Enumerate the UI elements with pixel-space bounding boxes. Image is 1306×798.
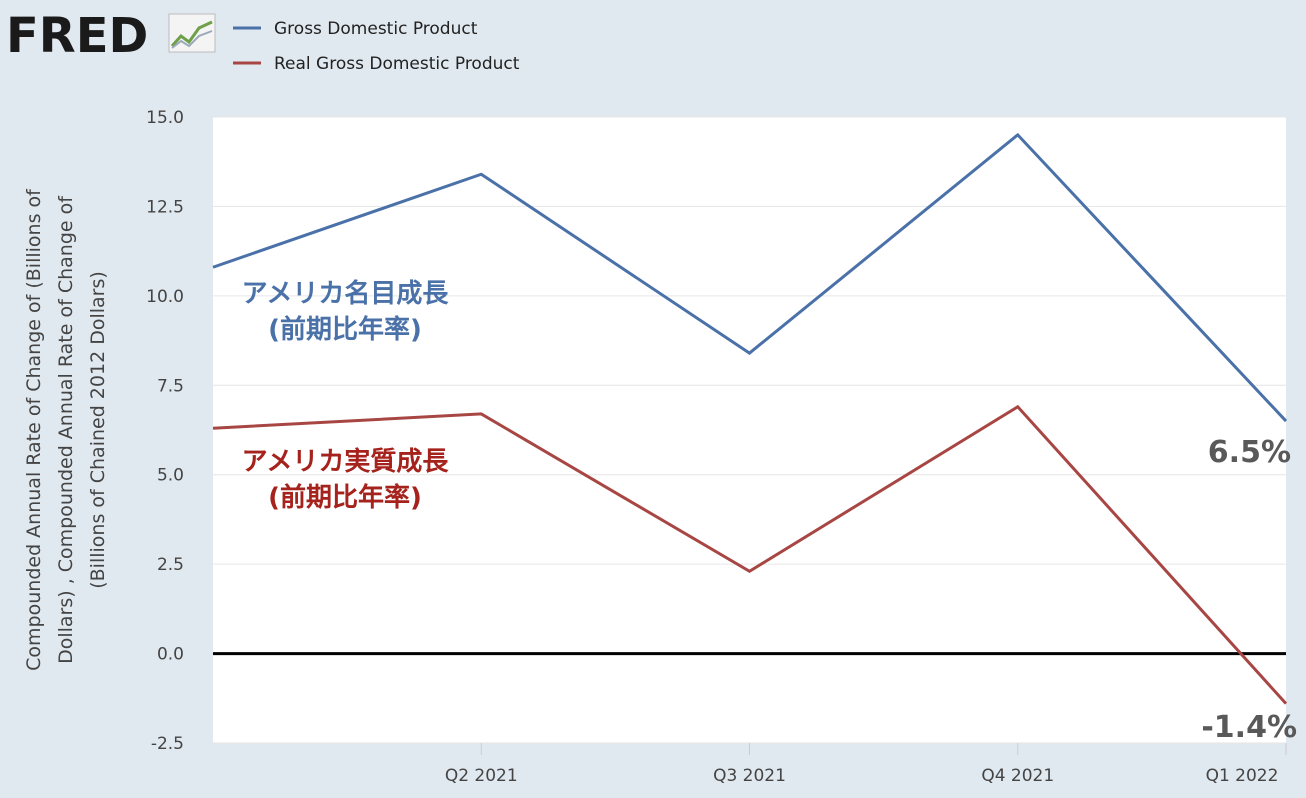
y-tick-label: 2.5 (157, 555, 184, 575)
y-axis-label: Compounded Annual Rate of Change of (Bil… (23, 188, 109, 671)
y-tick-label: 5.0 (157, 466, 184, 486)
y-tick-label: 12.5 (146, 197, 184, 217)
label-gdp-last-value: 6.5% (1208, 435, 1291, 470)
plot-area (213, 117, 1286, 743)
legend-item-gdp[interactable]: Gross Domestic Product (233, 19, 478, 39)
y-tick-label: 10.0 (146, 287, 184, 307)
legend-label-real-gdp: Real Gross Domestic Product (274, 54, 520, 74)
y-tick-labels: 15.0 12.5 10.0 7.5 5.0 2.5 0.0 -2.5 (146, 108, 184, 754)
y-axis-label-line-3: (Billions of Chained 2012 Dollars) (87, 271, 109, 589)
x-tick-label: Q4 2021 (981, 766, 1054, 786)
y-tick-label: -2.5 (151, 734, 184, 754)
x-tick-label: Q2 2021 (445, 766, 518, 786)
y-tick-label: 7.5 (157, 376, 184, 396)
y-axis-label-line-2: Dollars) , Compounded Annual Rate of Cha… (55, 195, 77, 664)
series-group (212, 132, 1288, 705)
annotation-real-subtitle: (前期比年率) (268, 482, 422, 513)
series-line-gdp[interactable] (212, 132, 1288, 423)
legend: Gross Domestic Product Real Gross Domest… (233, 19, 520, 74)
x-tick-label: Q3 2021 (713, 766, 786, 786)
fred-trend-icon (168, 13, 216, 53)
annotation-nominal-subtitle: (前期比年率) (268, 314, 422, 345)
annotations: アメリカ名目成長 (前期比年率) アメリカ実質成長 (前期比年率) 6.5% -… (242, 278, 1297, 745)
y-axis-label-line-1: Compounded Annual Rate of Change of (Bil… (23, 188, 45, 671)
fred-logo[interactable]: FRED (6, 8, 216, 64)
x-tick-labels: Q2 2021 Q3 2021 Q4 2021 Q1 2022 (445, 766, 1279, 786)
label-real-gdp-last-value: -1.4% (1201, 710, 1297, 745)
legend-label-gdp: Gross Domestic Product (274, 19, 478, 39)
legend-item-real-gdp[interactable]: Real Gross Domestic Product (233, 54, 520, 74)
x-tick-label: Q1 2022 (1206, 766, 1279, 786)
x-tick-marks (480, 743, 1287, 755)
annotation-real-title: アメリカ実質成長 (242, 446, 450, 477)
series-line-real-gdp[interactable] (212, 404, 1288, 705)
annotation-nominal-title: アメリカ名目成長 (242, 278, 450, 309)
y-tick-label: 15.0 (146, 108, 184, 128)
fred-logo-text: FRED (6, 8, 148, 64)
y-tick-label: 0.0 (157, 645, 184, 665)
grid-lines (213, 116, 1286, 744)
